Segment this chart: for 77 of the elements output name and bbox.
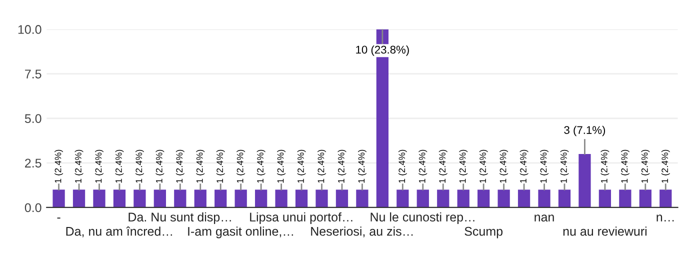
bar [538, 190, 550, 208]
y-tick-label: 10.0 [18, 25, 42, 34]
bar [93, 190, 106, 208]
bar [619, 190, 632, 208]
bar [275, 190, 288, 208]
data-label: 1 (2.4%) [256, 150, 266, 183]
y-tick-label: 0.0 [24, 203, 42, 212]
bar [639, 190, 652, 208]
bar [255, 190, 268, 208]
y-tick-label: 5.0 [24, 114, 42, 124]
data-label: 1 (2.4%) [418, 150, 428, 183]
data-label: 1 (2.4%) [176, 150, 184, 183]
data-label: 1 (2.4%) [135, 150, 144, 183]
y-tick-label: 2.5 [25, 158, 42, 168]
bar [214, 190, 227, 208]
x-tick-label: Scump [464, 226, 503, 238]
data-label: 3 (7.1%) [564, 126, 606, 136]
bar [234, 190, 247, 208]
bar [416, 190, 429, 208]
data-label: 1 (2.4%) [338, 150, 346, 183]
x-tick-label: Lipsa unui portof… [250, 212, 352, 224]
data-label: 1 (2.4%) [560, 150, 569, 183]
data-label: 1 (2.4%) [196, 150, 205, 183]
bar [134, 190, 146, 208]
bar [437, 190, 450, 208]
bar [558, 190, 571, 208]
data-label: 1 (2.4%) [438, 150, 448, 183]
data-label: 1 (2.4%) [297, 150, 306, 183]
bar [336, 190, 348, 208]
bar [396, 190, 409, 208]
bar [598, 190, 612, 208]
bar [174, 190, 186, 208]
data-label: 1 (2.4%) [156, 150, 164, 183]
bar [518, 190, 530, 208]
data-label: 1 (2.4%) [600, 150, 610, 183]
bar [478, 190, 490, 208]
x-tick-label: Neseriosi, au zis… [311, 226, 413, 238]
data-label: 1 (2.4%) [398, 150, 407, 183]
data-label: 1 (2.4%) [216, 150, 225, 183]
data-label: 1 (2.4%) [540, 150, 548, 183]
x-tick-label: - [57, 218, 60, 219]
x-tick-label: Da, nu am încred… [66, 226, 172, 238]
data-label: 1 (2.4%) [318, 150, 326, 183]
x-tick-label: n… [656, 214, 674, 222]
data-label: 1 (2.4%) [277, 150, 286, 183]
data-label: 1 (2.4%) [620, 150, 630, 183]
bar [356, 190, 368, 208]
data-label: 1 (2.4%) [500, 150, 508, 183]
data-label: 1 (2.4%) [520, 150, 528, 183]
data-label: 1 (2.4%) [236, 150, 246, 183]
x-tick-label: nan [534, 214, 554, 222]
data-label: 1 (2.4%) [479, 150, 488, 183]
bar [194, 190, 206, 208]
bar [457, 190, 470, 208]
bar [295, 190, 308, 208]
y-tick-label: 7.5 [25, 70, 42, 78]
bar [498, 190, 510, 208]
bar [316, 190, 328, 208]
data-label: 10 (23.8%) [356, 45, 409, 56]
data-label: 1 (2.4%) [74, 150, 84, 183]
bar [72, 190, 86, 208]
bar [113, 190, 126, 208]
data-label: 1 (2.4%) [95, 150, 104, 183]
bar [154, 190, 166, 208]
x-tick-label: I-am gasit online,… [188, 226, 293, 238]
data-label: 1 (2.4%) [661, 150, 670, 183]
data-label: 1 (2.4%) [54, 150, 63, 183]
bar [52, 190, 65, 208]
x-tick-label: nu au reviewuri [563, 226, 646, 236]
data-label: 1 (2.4%) [358, 150, 366, 183]
data-label: 1 (2.4%) [459, 150, 468, 183]
bar [660, 190, 672, 208]
x-tick-label: Nu le cunosti rep… [370, 212, 474, 224]
data-label: 1 (2.4%) [115, 150, 124, 183]
bar [578, 154, 591, 208]
data-label: 1 (2.4%) [641, 150, 650, 183]
x-tick-label: Da. Nu sunt disp… [128, 212, 231, 224]
